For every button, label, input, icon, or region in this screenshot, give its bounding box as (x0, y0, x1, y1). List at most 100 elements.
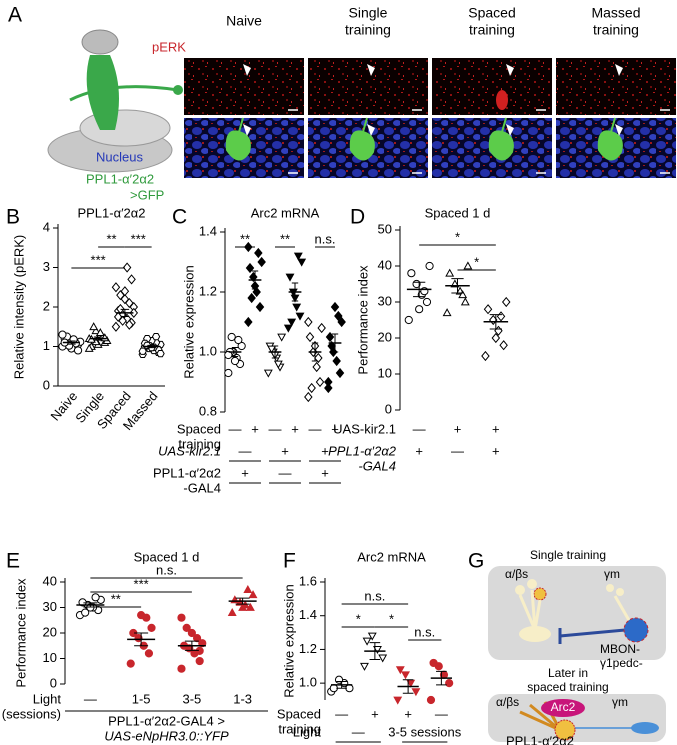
g-title: Single training (530, 548, 606, 562)
y-tick-label: 30 (378, 293, 392, 308)
point (125, 319, 134, 330)
error-bar (311, 342, 319, 362)
g-label: Arc2 (551, 700, 576, 714)
point (314, 352, 323, 364)
render-cell (81, 29, 119, 55)
y-tick-label: 30 (43, 599, 57, 614)
point (91, 593, 100, 602)
point (429, 658, 438, 668)
gfp-neuron (225, 117, 251, 161)
condition-label: UAS-kir2.1 (158, 443, 221, 458)
error-bar (147, 344, 156, 349)
arrowhead (367, 124, 375, 136)
point (195, 646, 204, 655)
render-neuron (86, 55, 119, 130)
point (312, 361, 321, 373)
point (315, 376, 325, 388)
y-tick-label: 1.0 (299, 675, 317, 690)
point (304, 316, 313, 328)
point (499, 340, 508, 351)
point (237, 341, 246, 351)
point (367, 632, 377, 641)
point (395, 666, 405, 675)
g-label: γ1pedc- (600, 656, 643, 670)
point (307, 382, 316, 394)
condition-label: Spaced (277, 706, 321, 721)
point (224, 350, 233, 360)
y-tick-label: 20 (378, 329, 392, 344)
y-tick-label: 40 (43, 573, 57, 588)
condition-value: + (454, 421, 462, 436)
point (58, 330, 67, 339)
column-header: training (593, 22, 639, 38)
chart-title: Spaced 1 d (425, 205, 491, 220)
error-bar (489, 314, 502, 330)
condition-value: — (279, 465, 292, 480)
point (113, 311, 123, 322)
point (445, 679, 454, 688)
error-bar (369, 642, 381, 661)
condition-value: — (335, 706, 348, 721)
y-tick-label: 3 (43, 259, 50, 274)
significance-label: ** (240, 231, 250, 246)
significance-label: * (356, 611, 361, 626)
y-tick-label: 0 (50, 675, 57, 690)
error-bar (291, 282, 299, 302)
point (89, 322, 99, 331)
point (287, 318, 297, 327)
y-tick-label: 2 (43, 298, 50, 313)
point (491, 332, 501, 344)
point (95, 328, 105, 337)
condition-value: + (492, 421, 500, 436)
condition-label: (sessions) (2, 706, 61, 721)
condition-value: + (371, 706, 379, 721)
y-tick-label: 10 (378, 365, 392, 380)
point (458, 290, 468, 299)
panel-label: F (283, 550, 296, 573)
point (137, 611, 146, 620)
error-bar (451, 278, 464, 294)
significance-label: n.s. (156, 562, 177, 577)
point (177, 664, 186, 673)
point (122, 262, 132, 273)
point (156, 349, 165, 358)
y-axis-label: Relative expression (281, 584, 296, 697)
significance-label: * (389, 611, 394, 626)
panel-label: G (468, 550, 484, 573)
point (404, 315, 413, 325)
column-header: Massed (591, 5, 640, 21)
condition-value: 1-3 (233, 691, 252, 706)
panel-label: E (6, 550, 20, 573)
point (463, 261, 473, 270)
point (244, 316, 253, 328)
column-header: Spaced (468, 5, 515, 21)
panel-a: A pERK Nucleus PPL1-α′2α2 >GFP (8, 4, 186, 203)
column-header: Naive (226, 13, 262, 29)
condition-value: — (269, 421, 282, 436)
point (238, 602, 248, 611)
condition-value: 1-5 (132, 691, 151, 706)
g-label: γm (604, 567, 620, 581)
condition-label: UAS-kir2.1 (333, 421, 396, 436)
point (297, 258, 307, 267)
condition-value: + (404, 706, 412, 721)
point (285, 273, 295, 282)
condition-value: — (239, 443, 252, 458)
condition-value: — (309, 421, 322, 436)
point (426, 695, 436, 705)
g-title: spaced training (527, 680, 608, 694)
significance-label: *** (134, 576, 149, 591)
render-lobe (79, 109, 171, 147)
point (317, 322, 326, 334)
condition-value: + (281, 443, 289, 458)
point (120, 286, 130, 297)
point (295, 312, 305, 321)
condition-value: + (241, 465, 249, 480)
condition-value: + (321, 443, 329, 458)
condition-value: + (251, 421, 259, 436)
chart-title: Spaced 1 d (134, 549, 200, 564)
arrowhead (506, 124, 514, 136)
point (144, 649, 154, 658)
point (138, 347, 147, 355)
render-neurite (173, 85, 183, 95)
